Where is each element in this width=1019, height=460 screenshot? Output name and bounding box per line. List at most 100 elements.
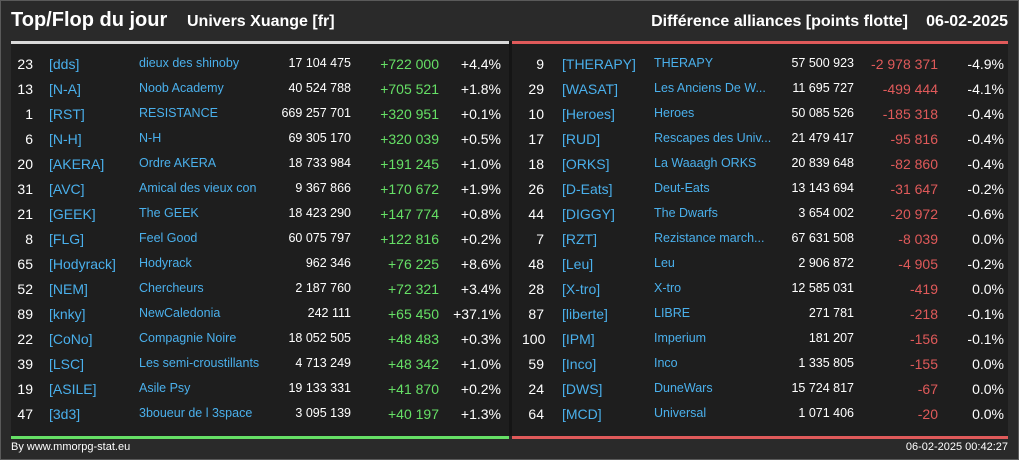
alliance-tag-link[interactable]: [knky]: [49, 306, 86, 322]
alliance-tag-link[interactable]: [NEM]: [49, 281, 88, 297]
alliance-name-link[interactable]: The GEEK: [139, 206, 199, 220]
rank-cell: 20: [17, 156, 33, 172]
alliance-name-link[interactable]: Leu: [654, 256, 675, 270]
alliance-tag-link[interactable]: [IPM]: [562, 331, 595, 347]
percent-cell: 0.0%: [972, 231, 1004, 247]
difference-cell: +722 000: [380, 56, 439, 72]
alliance-tag-link[interactable]: [Leu]: [562, 256, 594, 272]
alliance-name-link[interactable]: Chercheurs: [139, 281, 204, 295]
difference-cell: -185 318: [882, 106, 938, 122]
alliance-name-link[interactable]: NewCaledonia: [139, 306, 221, 320]
alliance-name-link[interactable]: RESISTANCE: [139, 106, 218, 120]
alliance-tag-link[interactable]: [N-A]: [49, 81, 81, 97]
top-row: 6 [N-H] N-H 69 305 170 +320 039 +0.5%: [11, 126, 509, 151]
difference-cell: -20: [917, 406, 938, 422]
panel-divider: [509, 41, 512, 436]
alliance-name-link[interactable]: La Waaagh ORKS: [654, 156, 757, 170]
alliance-name-link[interactable]: Hodyrack: [139, 256, 192, 270]
alliance-name-link[interactable]: THERAPY: [654, 56, 714, 70]
rank-cell: 44: [528, 206, 544, 222]
alliance-name-link[interactable]: Les Anciens De W...: [654, 81, 766, 95]
top-row: 20 [AKERA] Ordre AKERA 18 733 984 +191 245 +1…: [11, 151, 509, 176]
alliance-tag-link[interactable]: [WASAT]: [562, 81, 618, 97]
alliance-name-link[interactable]: 3boueur de l 3space: [139, 406, 253, 420]
top-row: 47 [3d3] 3boueur de l 3space 3 095 139 +40 1…: [11, 401, 509, 426]
alliance-tag-link[interactable]: [AKERA]: [49, 156, 105, 172]
alliance-name-link[interactable]: The Dwarfs: [654, 206, 718, 220]
top-row: 89 [knky] NewCaledonia 242 111 +65 450 +37.1%: [11, 301, 509, 326]
top-gainers-panel: 23 [dds] dieux des shinoby 17 104 475 +722 0…: [11, 41, 509, 439]
percent-cell: +0.2%: [460, 231, 501, 247]
alliance-name-link[interactable]: Rezistance march...: [654, 231, 765, 245]
top-row: 8 [FLG] Feel Good 60 075 797 +122 816 +0.2%: [11, 226, 509, 251]
alliance-name-link[interactable]: Amical des vieux con: [139, 181, 257, 195]
alliance-tag-link[interactable]: [liberte]: [562, 306, 608, 322]
alliance-name-link[interactable]: Feel Good: [139, 231, 198, 245]
percent-cell: -0.1%: [967, 331, 1004, 347]
alliance-tag-link[interactable]: [RUD]: [562, 131, 601, 147]
alliance-tag-link[interactable]: [GEEK]: [49, 206, 96, 222]
points-cell: 18 733 984: [288, 156, 351, 170]
alliance-tag-link[interactable]: [D-Eats]: [562, 181, 613, 197]
alliance-name-link[interactable]: Deut-Eats: [654, 181, 710, 195]
alliance-name-link[interactable]: X-tro: [654, 281, 682, 295]
points-cell: 21 479 417: [791, 131, 854, 145]
flop-row: 48 [Leu] Leu 2 906 872 -4 905 -0.2%: [512, 251, 1008, 276]
percent-cell: -0.2%: [967, 256, 1004, 272]
alliance-tag-link[interactable]: [LSC]: [49, 356, 85, 372]
alliance-tag-link[interactable]: [RZT]: [562, 231, 597, 247]
alliance-tag-link[interactable]: [ASILE]: [49, 381, 97, 397]
points-cell: 15 724 817: [791, 381, 854, 395]
points-cell: 962 346: [305, 256, 351, 270]
alliance-name-link[interactable]: Asile Psy: [139, 381, 191, 395]
alliance-name-link[interactable]: Universal: [654, 406, 707, 420]
alliance-tag-link[interactable]: [X-tro]: [562, 281, 601, 297]
alliance-tag-link[interactable]: [DWS]: [562, 381, 603, 397]
footer: By www.mmorpg-stat.eu 06-02-2025 00:42:2…: [1, 437, 1018, 459]
rank-cell: 26: [528, 181, 544, 197]
universe-label: Univers Xuange [fr]: [187, 13, 335, 30]
alliance-name-link[interactable]: N-H: [139, 131, 162, 145]
alliance-tag-link[interactable]: [RST]: [49, 106, 85, 122]
alliance-tag-link[interactable]: [MCD]: [562, 406, 602, 422]
rank-cell: 23: [17, 56, 33, 72]
alliance-name-link[interactable]: Noob Academy: [139, 81, 224, 95]
difference-cell: +41 870: [388, 381, 439, 397]
percent-cell: 0.0%: [972, 381, 1004, 397]
top-row: 13 [N-A] Noob Academy 40 524 788 +705 521 +1.…: [11, 76, 509, 101]
alliance-name-link[interactable]: Ordre AKERA: [139, 156, 217, 170]
alliance-name-link[interactable]: Heroes: [654, 106, 695, 120]
difference-cell: -218: [909, 306, 938, 322]
alliance-tag-link[interactable]: [DIGGY]: [562, 206, 615, 222]
difference-cell: +48 342: [388, 356, 439, 372]
alliance-tag-link[interactable]: [AVC]: [49, 181, 85, 197]
alliance-tag-link[interactable]: [ORKS]: [562, 156, 610, 172]
alliance-tag-link[interactable]: [CoNo]: [49, 331, 93, 347]
alliance-name-link[interactable]: Les semi-croustillants: [139, 356, 260, 370]
points-cell: 60 075 797: [288, 231, 351, 245]
alliance-name-link[interactable]: dieux des shinoby: [139, 56, 240, 70]
alliance-name-link[interactable]: Rescapes des Univ...: [654, 131, 772, 145]
alliance-tag-link[interactable]: [Inco]: [562, 356, 597, 372]
percent-cell: +1.9%: [460, 181, 501, 197]
alliance-name-link[interactable]: Inco: [654, 356, 678, 370]
alliance-tag-link[interactable]: [FLG]: [49, 231, 85, 247]
alliance-tag-link[interactable]: [N-H]: [49, 131, 82, 147]
alliance-tag-link[interactable]: [Heroes]: [562, 106, 615, 122]
alliance-tag-link[interactable]: [Hodyrack]: [49, 256, 116, 272]
alliance-name-link[interactable]: Compagnie Noire: [139, 331, 237, 345]
percent-cell: +4.4%: [460, 56, 501, 72]
rank-cell: 24: [528, 381, 544, 397]
alliance-name-link[interactable]: Imperium: [654, 331, 707, 345]
alliance-name-link[interactable]: LIBRE: [654, 306, 691, 320]
rank-cell: 87: [528, 306, 544, 322]
percent-cell: +8.6%: [460, 256, 501, 272]
flop-row: 10 [Heroes] Heroes 50 085 526 -185 318 -0.4%: [512, 101, 1008, 126]
alliance-tag-link[interactable]: [3d3]: [49, 406, 81, 422]
points-cell: 1 335 805: [798, 356, 854, 370]
alliance-tag-link[interactable]: [THERAPY]: [562, 56, 636, 72]
alliance-name-link[interactable]: DuneWars: [654, 381, 713, 395]
points-cell: 271 781: [808, 306, 854, 320]
alliance-tag-link[interactable]: [dds]: [49, 56, 80, 72]
difference-cell: +170 672: [380, 181, 439, 197]
